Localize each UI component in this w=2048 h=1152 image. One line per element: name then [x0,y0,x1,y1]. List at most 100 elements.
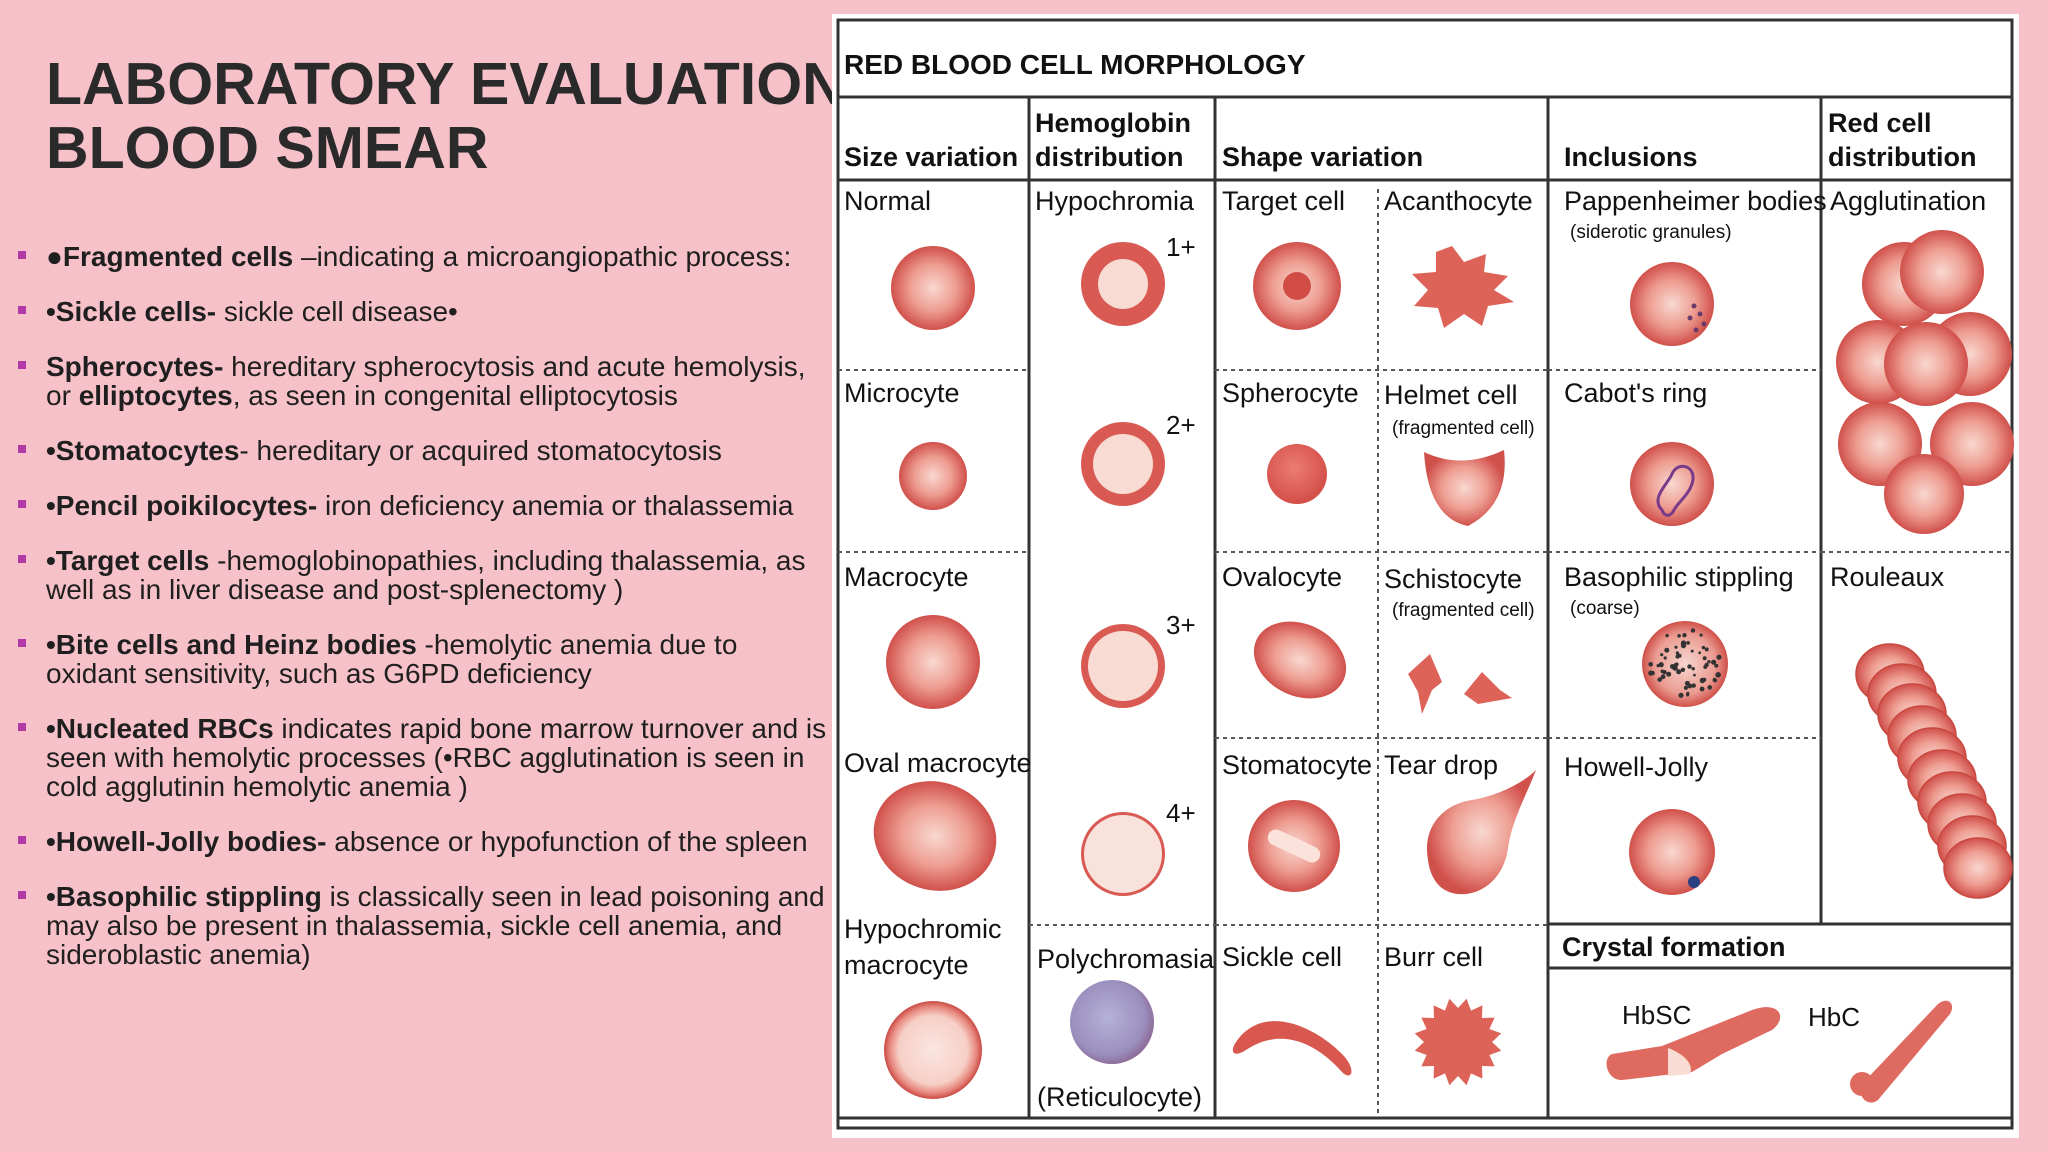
bullet-text: sickle cell disease• [216,296,458,327]
macrocyte-icon [886,615,980,709]
bullet-item: •Bite cells and Heinz bodies -hemolytic … [18,630,828,688]
label-tear-drop: Tear drop [1384,750,1498,780]
bullet-item: •Howell-Jolly bodies- absence or hypofun… [18,827,828,856]
ovalocyte-icon [1253,621,1347,699]
agglutination-cluster-icon [1836,230,2014,534]
note-siderotic-granules: (siderotic granules) [1570,222,1732,243]
label-howell-jolly: Howell-Jolly [1564,752,1709,782]
bullet-item: •Pencil poikilocytes- iron deficiency an… [18,491,828,520]
header-size-variation: Size variation [844,142,1018,172]
bullet-item: •Target cells -hemoglobinopathies, inclu… [18,546,828,604]
label-hbc: HbC [1808,1002,1860,1032]
tear-drop-icon [1427,770,1536,895]
label-burr-cell: Burr cell [1384,942,1483,972]
rouleaux-stack-icon [1855,643,2013,899]
header-hemoglobin-1: Hemoglobin [1035,108,1191,138]
normal-cell-icon [891,246,975,330]
label-agglutination: Agglutination [1830,186,1986,216]
bullet-text: is classically seen in lead poisoning an… [46,881,825,970]
label-acanthocyte: Acanthocyte [1384,186,1533,216]
label-microcyte: Microcyte [844,378,960,408]
label-basophilic-stippling: Basophilic stippling [1564,562,1794,592]
bullet-bold-text: •Nucleated RBCs [46,713,274,744]
schistocyte-fragment-1-icon [1408,654,1442,714]
bullet-item: •Basophilic stippling is classically see… [18,882,828,969]
bullet-marker-icon [18,639,26,647]
bullet-list: ●Fragmented cells –indicating a microang… [18,242,828,995]
bullet-marker-icon [18,836,26,844]
label-hypochromia: Hypochromia [1035,186,1195,216]
rbc-morphology-figure: RED BLOOD CELL MORPHOLOGY Size variation… [832,14,2019,1138]
pappenheimer-cell-icon [1630,262,1714,346]
bullet-bold-text: •Howell-Jolly bodies- [46,826,327,857]
schistocyte-fragment-2-icon [1464,672,1512,704]
bullet-bold-text: •Bite cells and Heinz bodies [46,629,417,660]
title-line-1: LABORATORY EVALUATION [46,52,836,117]
label-target-cell: Target cell [1222,186,1345,216]
bullet-bold-text: •Pencil poikilocytes- [46,490,318,521]
acanthocyte-icon [1412,246,1514,328]
bullet-text: -hemolytic anemia due to oxidant sensiti… [46,629,738,689]
bullet-marker-icon [18,723,26,731]
header-red-cell-1: Red cell [1828,108,1932,138]
bullet-marker-icon [18,891,26,899]
label-reticulocyte: (Reticulocyte) [1037,1082,1202,1112]
title-line-2: BLOOD SMEAR [46,115,489,180]
burr-cell-icon [1414,998,1502,1086]
bullet-marker-icon [18,445,26,453]
bullet-marker-icon [18,306,26,314]
figure-title: RED BLOOD CELL MORPHOLOGY [844,49,1306,80]
label-pappenheimer: Pappenheimer bodies [1564,186,1827,216]
bullet-bold-text: •Basophilic stippling [46,881,322,912]
label-normal: Normal [844,186,931,216]
bullet-text: -hemoglobinopathies, including thalassem… [46,545,806,605]
crystal-formation-heading: Crystal formation [1562,932,1786,962]
bullet-text: hereditary spherocytosis and acute hemol… [46,351,806,411]
oval-macrocyte-icon [873,781,997,891]
grade-2plus: 2+ [1166,410,1196,440]
bullet-bold-text: •Target cells [46,545,210,576]
label-helmet-cell: Helmet cell [1384,380,1518,410]
note-helmet-fragmented: (fragmented cell) [1392,418,1535,439]
grade-1plus: 1+ [1166,232,1196,262]
bullet-item: •Sickle cells- sickle cell disease• [18,297,828,326]
label-hypochromic-2: macrocyte [844,950,969,980]
sickle-cell-icon [1232,1021,1352,1076]
bullet-marker-icon [18,361,26,369]
cabots-ring-cell-icon [1630,442,1714,526]
bullet-text: –indicating a microangiopathic process: [293,241,792,272]
label-cabots-ring: Cabot's ring [1564,378,1707,408]
bullet-text: iron deficiency anemia or thalassemia [317,490,794,521]
label-polychromasia: Polychromasia [1037,944,1215,974]
bullet-bold-text: •Stomatocytes [46,435,240,466]
bullet-item: •Stomatocytes- hereditary or acquired st… [18,436,828,465]
bullet-bold-text: •Sickle cells- [46,296,217,327]
note-schistocyte-fragmented: (fragmented cell) [1392,600,1535,621]
header-red-cell-2: distribution [1828,142,1976,172]
helmet-cell-icon [1424,450,1505,526]
bullet-text: - hereditary or acquired stomatocytosis [239,435,722,466]
label-rouleaux: Rouleaux [1830,562,1945,592]
bullet-bold-text: elliptocytes [78,380,233,411]
label-stomatocyte: Stomatocyte [1222,750,1372,780]
header-inclusions: Inclusions [1564,142,1698,172]
hbsc-crystal-icon [1606,1007,1781,1080]
bullet-bold-text: ●Fragmented cells [46,241,294,272]
label-macrocyte: Macrocyte [844,562,969,592]
polychromasia-icon [1070,980,1154,1064]
figure-frame [836,18,2014,1130]
label-spherocyte: Spherocyte [1222,378,1359,408]
label-hypochromic-1: Hypochromic [844,914,1002,944]
label-ovalocyte: Ovalocyte [1222,562,1342,592]
bullet-bold-text: Spherocytes- [46,351,224,382]
label-oval-macrocyte: Oval macrocyte [844,748,1032,778]
grade-3plus: 3+ [1166,610,1196,640]
label-hbsc: HbSC [1622,1000,1691,1030]
header-shape-variation: Shape variation [1222,142,1423,172]
bullet-text: indicates rapid bone marrow turnover and… [46,713,827,802]
header-hemoglobin-2: distribution [1035,142,1183,172]
grade-4plus: 4+ [1166,798,1196,828]
label-schistocyte: Schistocyte [1384,564,1522,594]
howell-jolly-cell-icon [1629,809,1715,895]
spherocyte-icon [1267,444,1327,504]
